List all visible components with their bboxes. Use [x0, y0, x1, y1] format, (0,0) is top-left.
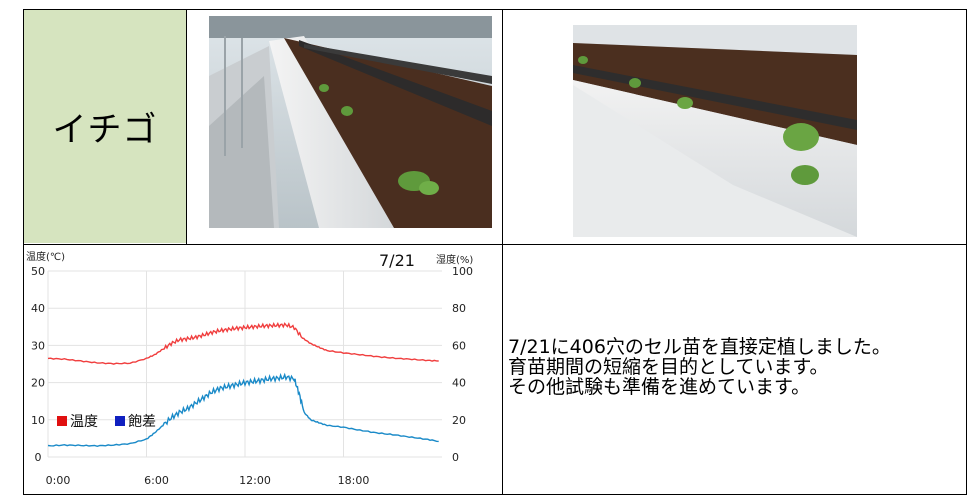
y-tick-right: 0	[452, 451, 459, 464]
y-tick-right: 80	[452, 302, 466, 315]
y-tick-left: 50	[31, 265, 45, 278]
crop-label-cell: イチゴ	[24, 10, 186, 243]
series-line-vpd	[47, 372, 439, 448]
table-border-left	[23, 9, 24, 495]
x-tick: 18:00	[338, 474, 370, 487]
strawberry-seedlings-photo-1	[209, 16, 492, 228]
y-tick-right: 100	[452, 265, 473, 278]
note-line-3: その他試験も準備を進めています。	[508, 376, 811, 398]
chart-y-ticks-right: 0 20 40 60 80 100	[452, 265, 473, 464]
chart-lines	[47, 322, 439, 448]
table-divider-center	[502, 9, 503, 495]
y-tick-right: 40	[452, 377, 466, 390]
note-line-1: 7/21に406穴のセル苗を直接定植しました。	[508, 336, 891, 358]
chart-x-ticks: 0:00 6:00 12:00 18:00	[46, 474, 370, 487]
chart-y-ticks-left: 0 10 20 30 40 50	[31, 265, 45, 464]
note-text: 7/21に406穴のセル苗を直接定植しました。 育苗期間の短縮を目的としています…	[508, 337, 968, 397]
y-axis-title-left: 温度(℃)	[26, 250, 65, 263]
legend-swatch	[115, 416, 125, 426]
note-line-2: 育苗期間の短縮を目的としています。	[508, 356, 829, 378]
table-border-bottom	[23, 494, 967, 495]
chart-title: 7/21	[379, 251, 415, 270]
y-tick-left: 40	[31, 302, 45, 315]
chart-legend: 温度 飽差	[57, 413, 156, 430]
y-tick-right: 60	[452, 339, 466, 352]
legend-label: 飽差	[128, 413, 156, 430]
series-line-temperature	[47, 322, 439, 365]
legend-label: 温度	[70, 414, 98, 430]
y-tick-left: 30	[31, 339, 45, 352]
y-tick-left: 10	[31, 414, 45, 427]
temperature-humidity-chart: 0 10 20 30 40 50 0 20 40 60 80 100 0:00 6:00 12:00 18…	[26, 250, 473, 487]
y-axis-title-right: 湿度(%)	[436, 253, 473, 266]
table-divider-label	[186, 9, 187, 245]
crop-label: イチゴ	[52, 110, 158, 150]
x-tick: 0:00	[46, 474, 71, 487]
table-border-top	[23, 9, 967, 10]
strawberry-seedlings-photo-2	[573, 25, 857, 237]
x-tick: 6:00	[144, 474, 169, 487]
y-tick-right: 20	[452, 414, 466, 427]
table-border-right	[966, 9, 967, 495]
table-border-middle	[23, 244, 967, 245]
legend-swatch	[57, 416, 67, 426]
y-tick-left: 20	[31, 377, 45, 390]
y-tick-left: 0	[35, 451, 42, 464]
x-tick: 12:00	[239, 474, 271, 487]
